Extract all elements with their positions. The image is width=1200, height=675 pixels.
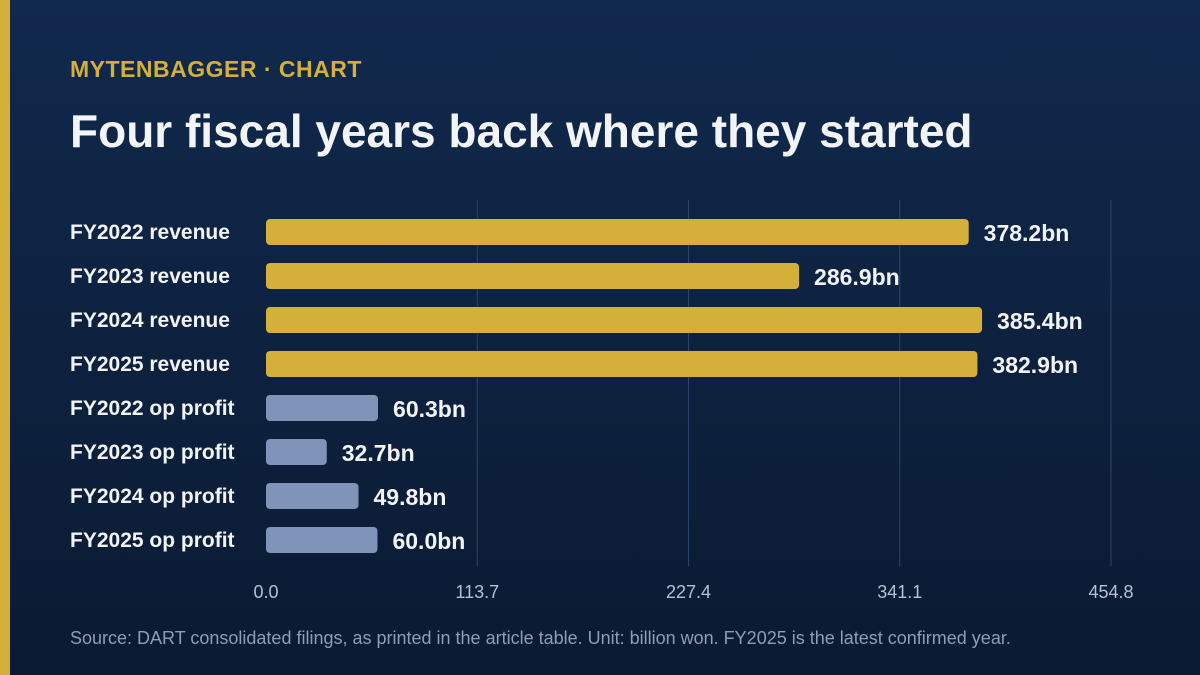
x-tick-label: 227.4 [666, 582, 711, 602]
value-label: 60.3bn [393, 396, 466, 422]
category-label: FY2022 op profit [70, 397, 235, 420]
x-tick-label: 113.7 [455, 582, 499, 602]
value-label: 385.4bn [997, 308, 1083, 334]
value-label: 286.9bn [814, 264, 900, 290]
value-label: 382.9bn [992, 352, 1078, 378]
bar [266, 395, 379, 421]
bar [266, 439, 327, 465]
category-label: FY2024 revenue [70, 309, 230, 332]
source-note: Source: DART consolidated filings, as pr… [70, 628, 1011, 648]
bar [266, 483, 359, 509]
category-label: FY2023 op profit [70, 441, 235, 464]
chart-title: Four fiscal years back where they starte… [70, 105, 973, 157]
x-tick-label: 0.0 [253, 582, 278, 602]
value-label: 32.7bn [342, 440, 415, 466]
value-label: 49.8bn [374, 484, 447, 510]
kicker: MYTENBAGGER · CHART [70, 56, 362, 82]
category-label: FY2024 op profit [70, 485, 235, 508]
bar [266, 307, 983, 333]
category-label: FY2023 revenue [70, 265, 230, 288]
bar [266, 219, 969, 245]
category-label: FY2022 revenue [70, 221, 230, 244]
bar [266, 263, 800, 289]
x-tick-label: 341.1 [877, 582, 922, 602]
value-label: 378.2bn [984, 220, 1070, 246]
accent-bar [0, 0, 10, 675]
bar [266, 527, 378, 553]
category-label: FY2025 op profit [70, 529, 235, 552]
x-tick-label: 454.8 [1088, 582, 1133, 602]
value-label: 60.0bn [392, 528, 465, 554]
bar [266, 351, 978, 377]
category-label: FY2025 revenue [70, 353, 230, 376]
